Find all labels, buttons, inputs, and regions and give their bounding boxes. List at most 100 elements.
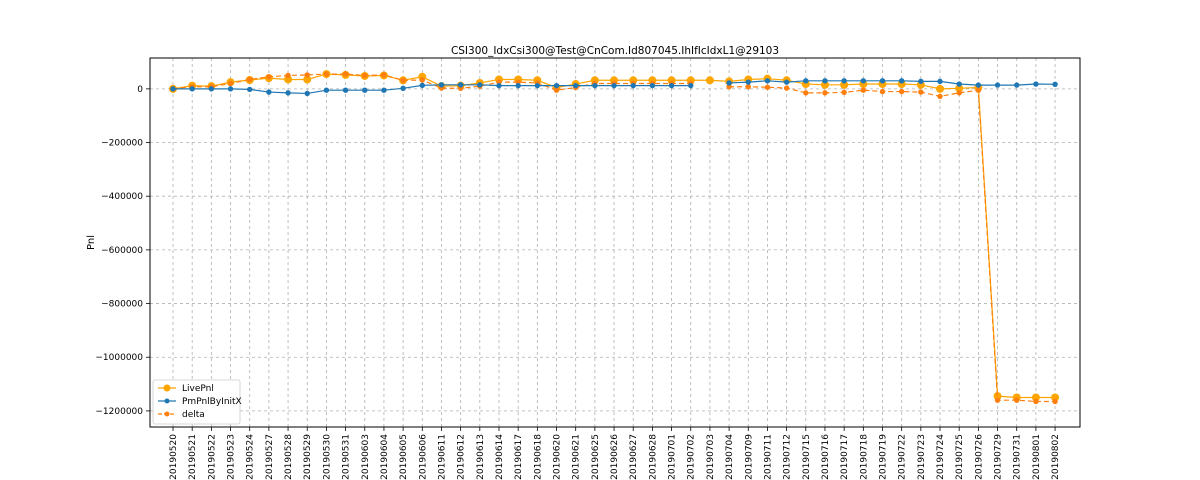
data-point-PmPnlByInitX — [400, 85, 406, 92]
series-line-PmPnlByInitX — [173, 84, 691, 95]
data-point-delta — [247, 76, 253, 83]
x-tick-label: 20190709 — [744, 434, 754, 480]
x-tick-label: 20190521 — [188, 434, 198, 480]
data-point-PmPnlByInitX — [304, 90, 310, 97]
data-point-PmPnlByInitX — [438, 82, 445, 88]
data-point-PmPnlByInitX — [285, 90, 291, 96]
data-point-PmPnlByInitX — [170, 86, 176, 92]
x-tick-label: 20190603 — [361, 434, 371, 480]
data-point-delta — [783, 85, 790, 91]
data-point-delta — [227, 80, 234, 87]
x-tick-label: 20190530 — [322, 434, 332, 480]
data-point-PmPnlByInitX — [611, 82, 617, 89]
x-tick-label: 20190718 — [859, 434, 869, 480]
data-point-PmPnlByInitX — [592, 82, 598, 89]
data-point-delta — [419, 77, 425, 83]
data-point-PmPnlByInitX — [189, 86, 195, 92]
x-tick-label: 20190701 — [668, 434, 678, 480]
data-point-PmPnlByInitX — [323, 87, 330, 93]
data-point-PmPnlByInitX — [247, 86, 253, 93]
data-point-PmPnlByInitX — [803, 78, 809, 84]
data-point-PmPnlByInitX — [266, 89, 272, 95]
x-tick-label: 20190702 — [687, 434, 697, 480]
data-point-delta — [803, 90, 809, 96]
x-tick-label: 20190618 — [533, 434, 543, 480]
y-tick-label: −400000 — [101, 192, 143, 202]
data-point-PmPnlByInitX — [208, 86, 215, 92]
data-point-delta — [342, 71, 349, 77]
x-tick-label: 20190527 — [265, 434, 275, 480]
data-point-PmPnlByInitX — [783, 79, 790, 85]
data-point-PmPnlByInitX — [726, 80, 732, 86]
series-layer — [169, 70, 1060, 405]
data-point-PmPnlByInitX — [534, 82, 541, 89]
data-point-PmPnlByInitX — [1033, 81, 1039, 87]
data-point-PmPnlByInitX — [879, 78, 886, 84]
x-tick-label: 20190726 — [974, 434, 984, 480]
series-line-delta — [729, 86, 1056, 403]
data-point-delta — [898, 88, 905, 95]
data-point-delta — [362, 72, 368, 79]
data-point-PmPnlByInitX — [918, 78, 924, 85]
data-point-LivePnl — [284, 75, 293, 84]
series-line-PmPnlByInitX — [729, 80, 1056, 86]
data-point-delta — [975, 87, 982, 93]
data-point-PmPnlByInitX — [994, 82, 1001, 88]
data-point-LivePnl — [955, 84, 964, 93]
data-point-LivePnl — [993, 392, 1002, 401]
data-point-delta — [553, 87, 560, 93]
legend-entry-label: delta — [182, 410, 205, 420]
data-point-LivePnl — [936, 84, 945, 93]
y-tick-label: 0 — [137, 85, 143, 95]
data-point-delta — [381, 72, 387, 78]
data-point-PmPnlByInitX — [419, 82, 425, 89]
x-tick-label: 20190703 — [706, 434, 716, 480]
x-tick-label: 20190531 — [342, 434, 352, 480]
x-tick-label: 20190725 — [955, 434, 965, 480]
legend-swatch-marker — [164, 398, 170, 404]
data-point-delta — [918, 89, 924, 95]
data-point-PmPnlByInitX — [572, 82, 579, 89]
data-point-PmPnlByInitX — [841, 78, 847, 84]
x-axis-ticks: 20190520 20190521 20190522 20190523 20190524… — [169, 427, 1061, 480]
data-point-delta — [956, 90, 962, 96]
y-tick-label: −200000 — [101, 139, 143, 149]
data-point-delta — [304, 72, 310, 78]
x-tick-label: 20190712 — [783, 434, 793, 480]
x-tick-label: 20190719 — [878, 434, 888, 480]
data-point-PmPnlByInitX — [688, 82, 694, 89]
x-tick-label: 20190729 — [994, 434, 1004, 480]
data-point-PmPnlByInitX — [898, 78, 905, 84]
x-tick-label: 20190614 — [495, 434, 505, 480]
data-point-PmPnlByInitX — [937, 78, 943, 85]
x-tick-label: 20190628 — [648, 434, 658, 480]
data-point-delta — [323, 71, 330, 77]
x-tick-label: 20190529 — [303, 434, 313, 480]
x-tick-label: 20190724 — [936, 434, 946, 480]
plot-area-frame — [149, 57, 1081, 428]
data-point-delta — [400, 77, 406, 83]
data-point-PmPnlByInitX — [649, 82, 656, 89]
x-tick-label: 20190626 — [610, 434, 620, 480]
legend-entry-label: PmPnlByInitX — [182, 397, 242, 407]
x-tick-label: 20190716 — [821, 434, 831, 480]
x-tick-label: 20190627 — [629, 434, 639, 480]
legend: LivePnl PmPnlByInitX delta — [152, 379, 242, 425]
x-tick-label: 20190612 — [457, 434, 467, 480]
data-point-delta — [285, 72, 291, 79]
data-point-PmPnlByInitX — [1052, 81, 1058, 87]
y-tick-label: −600000 — [101, 246, 143, 256]
data-point-delta — [266, 74, 272, 80]
x-tick-label: 20190611 — [437, 434, 447, 480]
data-point-LivePnl — [1051, 393, 1060, 402]
x-tick-label: 20190731 — [1013, 434, 1023, 480]
data-point-delta — [860, 87, 867, 93]
data-point-LivePnl — [820, 80, 829, 89]
data-point-PmPnlByInitX — [1014, 82, 1020, 88]
data-point-delta — [841, 89, 847, 96]
data-point-LivePnl — [1031, 393, 1040, 402]
data-point-delta — [994, 397, 1001, 403]
x-tick-label: 20190520 — [169, 434, 179, 480]
x-tick-label: 20190625 — [591, 434, 601, 480]
data-point-delta — [745, 84, 751, 90]
